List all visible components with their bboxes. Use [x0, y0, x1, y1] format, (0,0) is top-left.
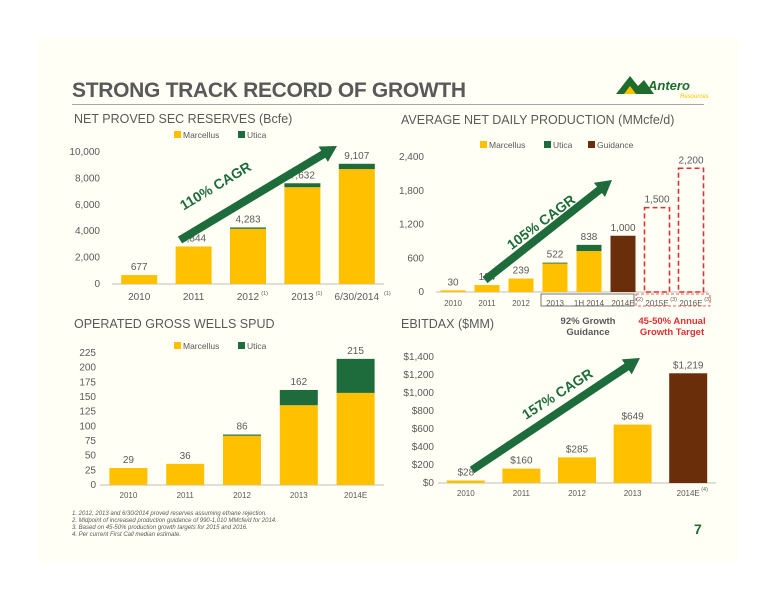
footnote-1: 1. 2012, 2013 and 6/30/2014 proved reser…	[72, 511, 267, 517]
footnote-4: 4. Per current First Call median estimat…	[72, 532, 182, 538]
title-divider	[72, 104, 704, 105]
target-note-text: 45-50% Annual Growth Target	[638, 316, 706, 338]
logo-text: Antero	[648, 78, 690, 93]
page-number: 7	[694, 521, 702, 537]
guidance-note: 92% Growth Guidance	[551, 316, 625, 338]
logo-subtext: Resources	[680, 94, 709, 100]
guidance-note-text: 92% Growth Guidance	[560, 316, 616, 338]
wells-chart-title: OPERATED GROSS WELLS SPUD	[74, 317, 275, 331]
target-note: 45-50% Annual Growth Target	[634, 316, 710, 338]
production-chart-title: AVERAGE NET DAILY PRODUCTION (MMcfe/d)	[401, 113, 675, 127]
ebitdax-chart-title: EBITDAX ($MM)	[401, 317, 495, 331]
reserves-chart-title: NET PROVED SEC RESERVES (Bcfe)	[74, 112, 293, 126]
page-title: STRONG TRACK RECORD OF GROWTH	[72, 79, 466, 102]
footnote-3: 3. Based on 45-50% production growth tar…	[72, 525, 248, 531]
footnote-2: 2. Midpoint of increased production guid…	[72, 518, 277, 524]
antero-logo	[616, 76, 654, 94]
